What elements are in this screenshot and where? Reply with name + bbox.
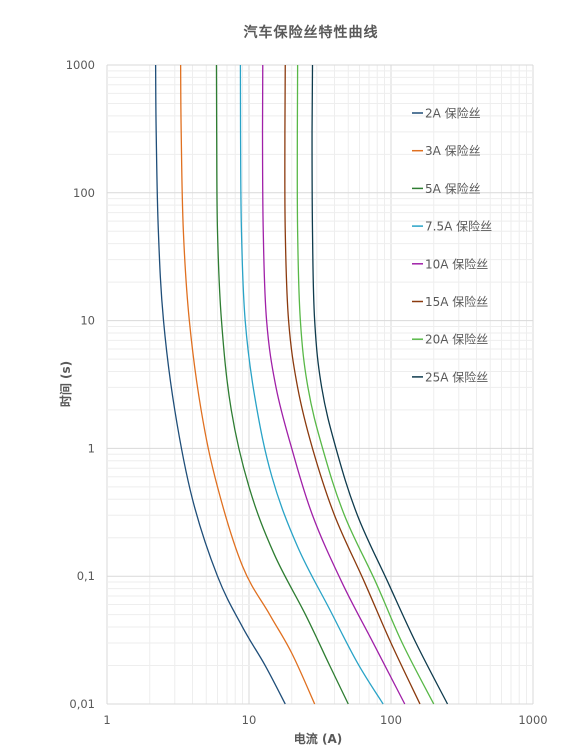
series-line-6 [284, 64, 421, 705]
legend-label: 2A 保险丝 [425, 106, 481, 121]
legend-label: 20A 保险丝 [425, 332, 488, 347]
legend-label: 3A 保险丝 [425, 143, 481, 158]
x-tick-label: 100 [380, 713, 402, 727]
legend-label: 15A 保险丝 [425, 294, 488, 309]
y-tick-label: 0,1 [77, 569, 95, 583]
x-axis-ticks: 1 10 100 1000 [103, 713, 547, 727]
y-tick-label: 1000 [66, 58, 95, 72]
series-line-2 [179, 64, 316, 705]
x-tick-label: 1 [103, 713, 110, 727]
series-line-4 [239, 64, 384, 705]
y-axis-title: 时间 (s) [58, 361, 73, 407]
series-line-5 [261, 64, 406, 705]
y-tick-label: 100 [73, 186, 95, 200]
y-tick-label: 1 [88, 441, 95, 455]
x-axis-title: 电流 (A) [294, 731, 342, 746]
legend-label: 10A 保险丝 [425, 256, 488, 271]
grid [106, 64, 534, 705]
series-line-1 [154, 64, 286, 705]
y-tick-label: 10 [80, 314, 95, 328]
legend-label: 7.5A 保险丝 [425, 219, 492, 234]
legend-label: 5A 保险丝 [425, 181, 481, 196]
series-line-3 [215, 64, 349, 705]
legend-label: 25A 保险丝 [425, 369, 488, 384]
series-line-7 [296, 64, 435, 705]
series-line-8 [311, 64, 449, 705]
y-axis-ticks: 0,01 0,1 1 10 100 1000 [66, 58, 95, 711]
series-lines [154, 64, 449, 705]
x-tick-label: 10 [242, 713, 257, 727]
x-tick-label: 1000 [518, 713, 547, 727]
chart-title: 汽车保险丝特性曲线 [243, 25, 379, 41]
y-tick-label: 0,01 [69, 697, 95, 711]
legend: 2A 保险丝 3A 保险丝 5A 保险丝 7.5A 保险丝 10A 保险丝 15A 保险丝… [412, 106, 492, 384]
